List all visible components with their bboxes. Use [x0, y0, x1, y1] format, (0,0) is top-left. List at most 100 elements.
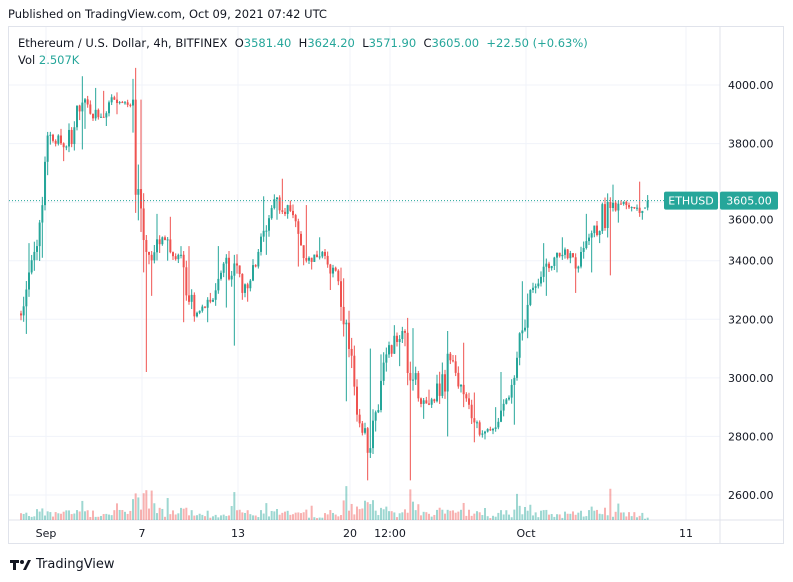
candle-body	[92, 113, 94, 119]
volume-bar	[478, 512, 481, 520]
candle-body	[492, 428, 494, 431]
volume-bar	[185, 507, 188, 520]
candle-body	[646, 200, 649, 208]
candle-body	[324, 251, 326, 256]
candle-body	[172, 252, 174, 257]
candle-body	[537, 283, 540, 287]
volume-bar	[606, 515, 609, 520]
volume-bar	[444, 513, 446, 520]
volume-bar	[308, 517, 310, 520]
volume-bar	[380, 507, 382, 520]
volume-bar	[358, 509, 361, 520]
volume-bar	[84, 511, 86, 520]
volume-bar	[156, 513, 158, 520]
candle-body	[428, 403, 430, 405]
candle-body	[25, 289, 28, 307]
candle-body	[396, 335, 398, 342]
tradingview-logo[interactable]: TradingView	[10, 557, 115, 572]
candle-body	[422, 400, 425, 404]
high-value: 3624.20	[307, 36, 355, 50]
candle-body	[182, 254, 185, 268]
volume-bar	[470, 515, 473, 520]
candle-body	[454, 361, 457, 373]
candle-body	[382, 362, 385, 381]
volume-bar	[465, 515, 468, 520]
time-axis-label: 13	[231, 527, 245, 540]
candle-body	[500, 410, 502, 422]
candle-body	[345, 322, 348, 325]
candle-body	[366, 428, 369, 453]
candle-body	[30, 260, 33, 273]
volume-bar	[620, 512, 622, 520]
volume-bar	[516, 493, 518, 520]
volume-bar	[334, 514, 337, 520]
volume-bar	[452, 510, 454, 520]
volume-bar	[572, 511, 574, 520]
volume-bar	[425, 512, 428, 520]
volume-bar	[100, 515, 102, 520]
candle-body	[286, 205, 289, 214]
candle-body	[478, 422, 481, 435]
volume-bar	[468, 509, 470, 520]
volume-bar	[281, 512, 284, 520]
volume-bar	[412, 501, 414, 520]
chart-legend: Ethereum / U.S. Dollar, 4h, BITFINEX O35…	[18, 35, 588, 69]
candle-body	[222, 263, 225, 273]
candle-body	[28, 272, 30, 290]
candle-body	[209, 299, 212, 302]
volume-bar	[94, 516, 97, 520]
volume-bar	[374, 510, 377, 520]
volume-bar	[524, 507, 526, 520]
volume-bar	[300, 513, 302, 520]
candle-body	[542, 266, 545, 277]
candle-body	[532, 287, 534, 290]
volume-bar	[222, 514, 225, 520]
volume-bar	[350, 503, 353, 520]
candle-body	[65, 146, 68, 148]
volume-bar	[398, 513, 401, 520]
candle-body	[441, 374, 444, 396]
price-axis-label: 3600.00	[728, 214, 774, 227]
candle-body	[620, 203, 622, 205]
candle-body	[550, 265, 553, 269]
candle-body	[244, 284, 246, 293]
volume-bar	[220, 515, 222, 520]
volume-bar	[276, 509, 278, 520]
candle-body	[572, 253, 574, 258]
volume-bar	[225, 516, 228, 520]
candle-body	[54, 140, 57, 144]
volume-bar	[270, 510, 273, 520]
volume-bar	[110, 515, 113, 520]
candle-body	[22, 306, 25, 316]
candle-body	[300, 233, 302, 246]
price-axis-label: 2600.00	[728, 489, 774, 502]
candle-body	[625, 201, 628, 206]
candle-body	[460, 384, 462, 387]
volume-bar	[233, 492, 236, 520]
volume-bar	[406, 512, 409, 520]
candle-body	[569, 253, 572, 259]
candle-body	[433, 399, 436, 402]
candle-body	[521, 330, 524, 334]
candle-body	[412, 379, 414, 381]
volume-bar	[190, 510, 193, 520]
candle-body	[102, 116, 105, 118]
candle-body	[100, 116, 102, 118]
volume-bar	[305, 509, 308, 520]
volume-bar	[177, 513, 180, 520]
volume-bar	[260, 510, 262, 520]
volume-bar	[292, 514, 294, 520]
candle-body	[476, 422, 478, 424]
candle-body	[574, 257, 577, 269]
candle-body	[292, 210, 294, 216]
candle-body	[318, 256, 321, 258]
candle-body	[398, 339, 401, 342]
volume-bar	[502, 514, 505, 520]
volume-bar	[409, 489, 412, 520]
volume-bar	[198, 513, 201, 520]
volume-bar	[214, 514, 217, 520]
volume-bar	[201, 514, 204, 520]
volume-bar	[326, 514, 329, 520]
candle-body	[596, 225, 598, 236]
